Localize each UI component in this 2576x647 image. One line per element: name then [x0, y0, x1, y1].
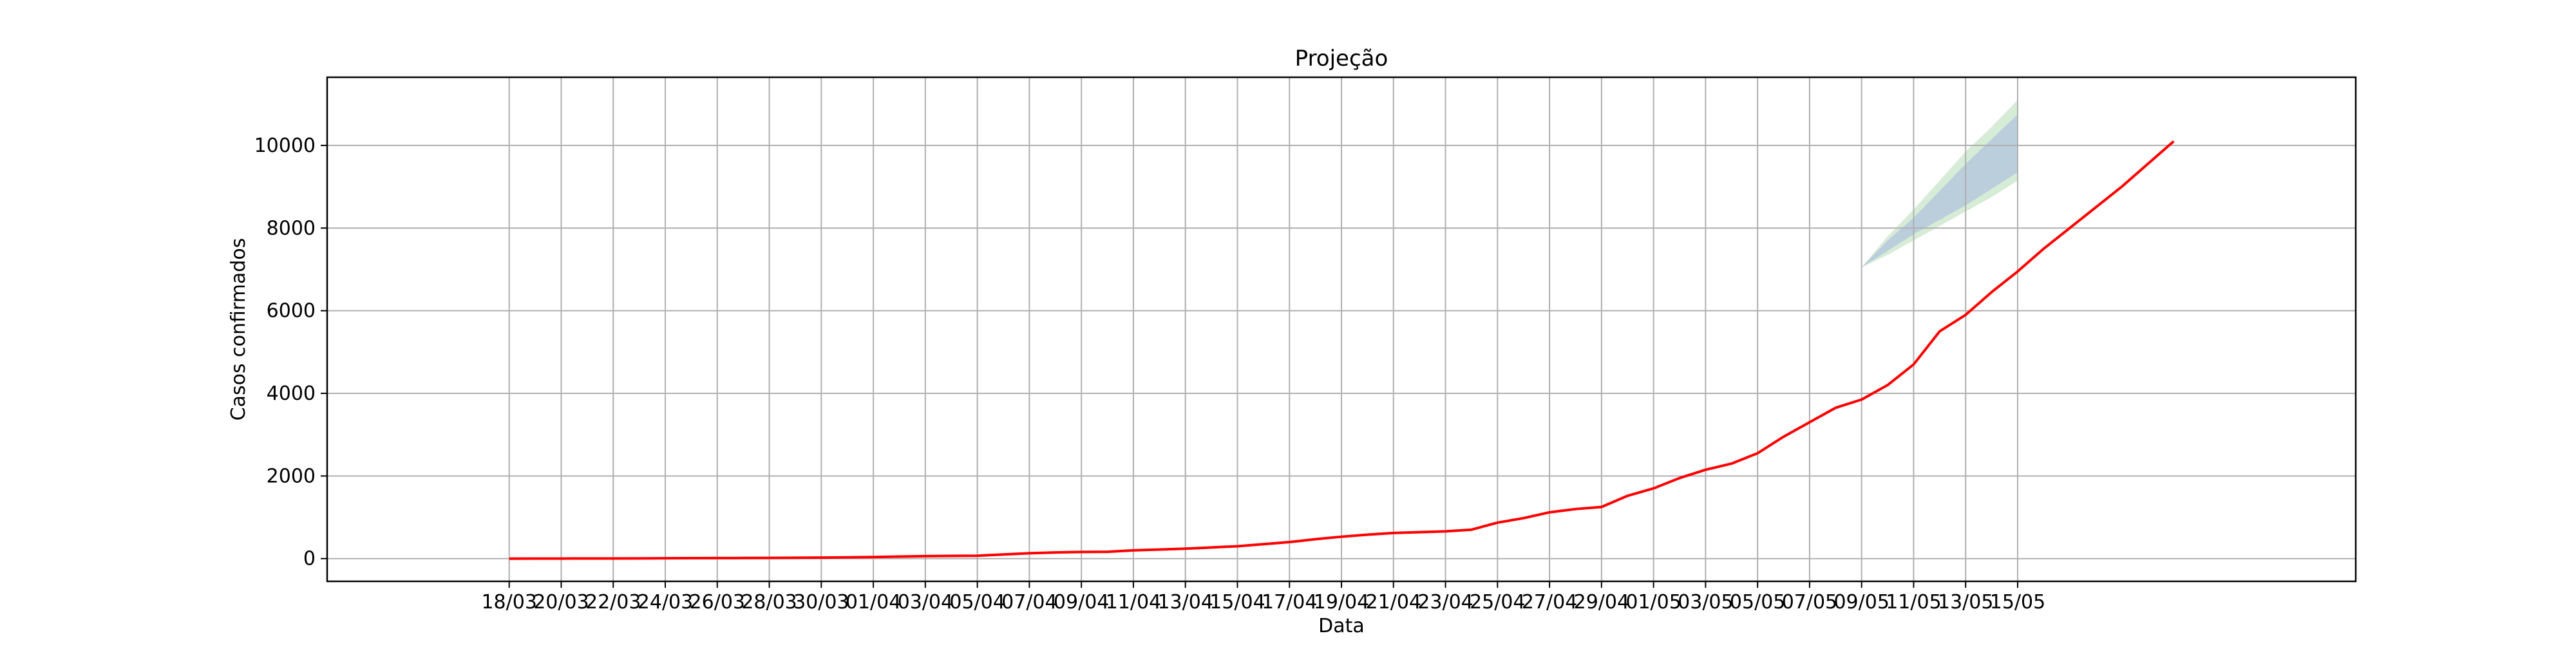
x-tick-label: 17/04 — [1262, 591, 1317, 614]
x-tick-label: 07/04 — [1001, 591, 1057, 614]
confidence-band — [1861, 100, 2018, 268]
x-tick-label: 18/03 — [481, 591, 536, 614]
x-tick-label: 13/04 — [1157, 591, 1213, 614]
y-tick-label: 2000 — [267, 465, 316, 487]
x-tick-label: 05/05 — [1730, 591, 1785, 614]
x-tick-label: 25/04 — [1470, 591, 1525, 614]
y-axis-title: Casos confirmados — [227, 238, 250, 421]
x-tick-label: 19/04 — [1314, 591, 1369, 614]
y-tick-label: 0 — [303, 548, 316, 570]
series-lines — [509, 140, 2175, 560]
x-tick-label: 05/04 — [949, 591, 1005, 614]
y-tick-label: 6000 — [267, 300, 316, 323]
x-tick-label: 28/03 — [741, 591, 797, 614]
x-tick-label: 15/05 — [1990, 591, 2045, 614]
x-tick-label: 09/04 — [1054, 591, 1109, 614]
confidence-band — [1861, 114, 2018, 268]
series-line — [509, 140, 2175, 560]
x-tick-label: 20/03 — [533, 591, 589, 614]
x-tick-label: 03/05 — [1678, 591, 1733, 614]
x-tick-label: 15/04 — [1209, 591, 1265, 614]
x-tick-label: 11/05 — [1886, 591, 1941, 614]
y-tick-label: 8000 — [267, 217, 316, 239]
x-tick-label: 09/05 — [1833, 591, 1889, 614]
x-tick-label: 23/04 — [1417, 591, 1473, 614]
x-tick-label: 01/05 — [1625, 591, 1681, 614]
x-tick-label: 03/04 — [898, 591, 953, 614]
grid-lines — [327, 77, 2356, 581]
x-tick-label: 22/03 — [585, 591, 641, 614]
y-tick-label: 4000 — [267, 382, 316, 405]
confidence-bands — [1861, 100, 2018, 268]
tick-labels: 18/0320/0322/0324/0326/0328/0330/0301/04… — [254, 135, 2046, 614]
x-tick-label: 21/04 — [1366, 591, 1421, 614]
x-tick-label: 13/05 — [1938, 591, 1993, 614]
x-tick-label: 26/03 — [690, 591, 745, 614]
x-tick-label: 24/03 — [638, 591, 693, 614]
x-tick-label: 11/04 — [1106, 591, 1161, 614]
x-tick-label: 29/04 — [1574, 591, 1629, 614]
chart-title: Projeção — [1295, 46, 1388, 71]
x-tick-label: 01/04 — [846, 591, 901, 614]
x-tick-label: 07/05 — [1782, 591, 1837, 614]
x-axis-title: Data — [1318, 615, 1365, 637]
x-tick-label: 30/03 — [793, 591, 849, 614]
y-tick-label: 10000 — [254, 135, 316, 157]
x-tick-label: 27/04 — [1522, 591, 1577, 614]
